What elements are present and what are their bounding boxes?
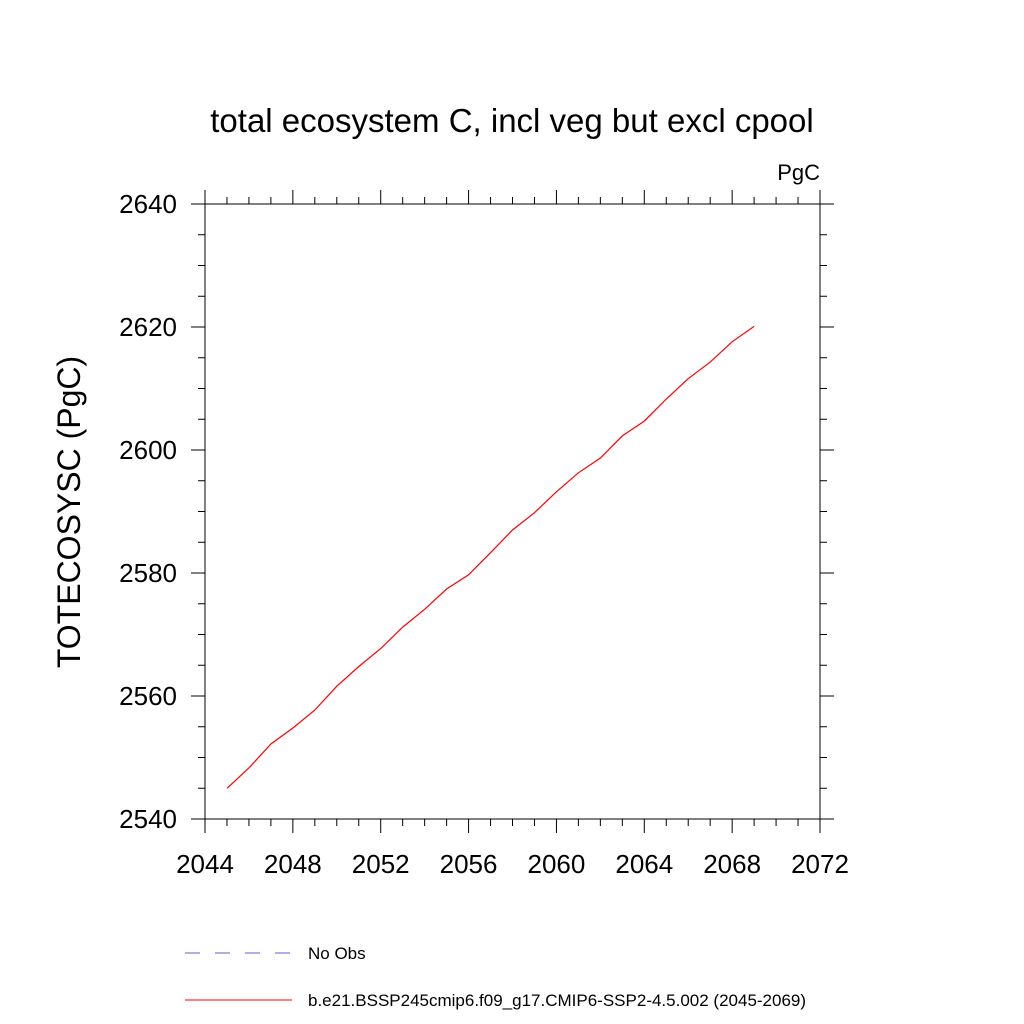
x-tick-label: 2068 — [703, 849, 761, 879]
series-line-1 — [226, 325, 755, 789]
units-label: PgC — [777, 160, 820, 185]
y-axis-label: TOTECOSYSC (PgC) — [51, 356, 87, 668]
plot-frame — [204, 203, 821, 820]
legend-label-0: No Obs — [308, 944, 366, 963]
y-tick-label: 2580 — [119, 558, 177, 588]
axis-ticks — [191, 190, 834, 833]
series-layer — [226, 325, 755, 789]
x-tick-label: 2072 — [791, 849, 849, 879]
x-tick-label: 2044 — [176, 849, 234, 879]
x-tick-label: 2060 — [528, 849, 586, 879]
y-tick-label: 2600 — [119, 435, 177, 465]
plot-area — [204, 203, 821, 820]
y-tick-label: 2560 — [119, 681, 177, 711]
legend-label-1: b.e21.BSSP245cmip6.f09_g17.CMIP6-SSP2-4.… — [308, 991, 806, 1010]
x-tick-label: 2056 — [440, 849, 498, 879]
chart-title: total ecosystem C, incl veg but excl cpo… — [210, 102, 813, 139]
y-tick-label: 2540 — [119, 804, 177, 834]
x-tick-label: 2064 — [615, 849, 673, 879]
y-tick-label: 2640 — [119, 189, 177, 219]
axis-tick-labels: 2044 2048 2052 2056 2060 2064 2068 2072 2540 2560… — [119, 189, 849, 879]
y-tick-label: 2620 — [119, 312, 177, 342]
x-tick-label: 2052 — [352, 849, 410, 879]
x-tick-label: 2048 — [264, 849, 322, 879]
legend: No Obs b.e21.BSSP245cmip6.f09_g17.CMIP6-S… — [185, 944, 806, 1010]
